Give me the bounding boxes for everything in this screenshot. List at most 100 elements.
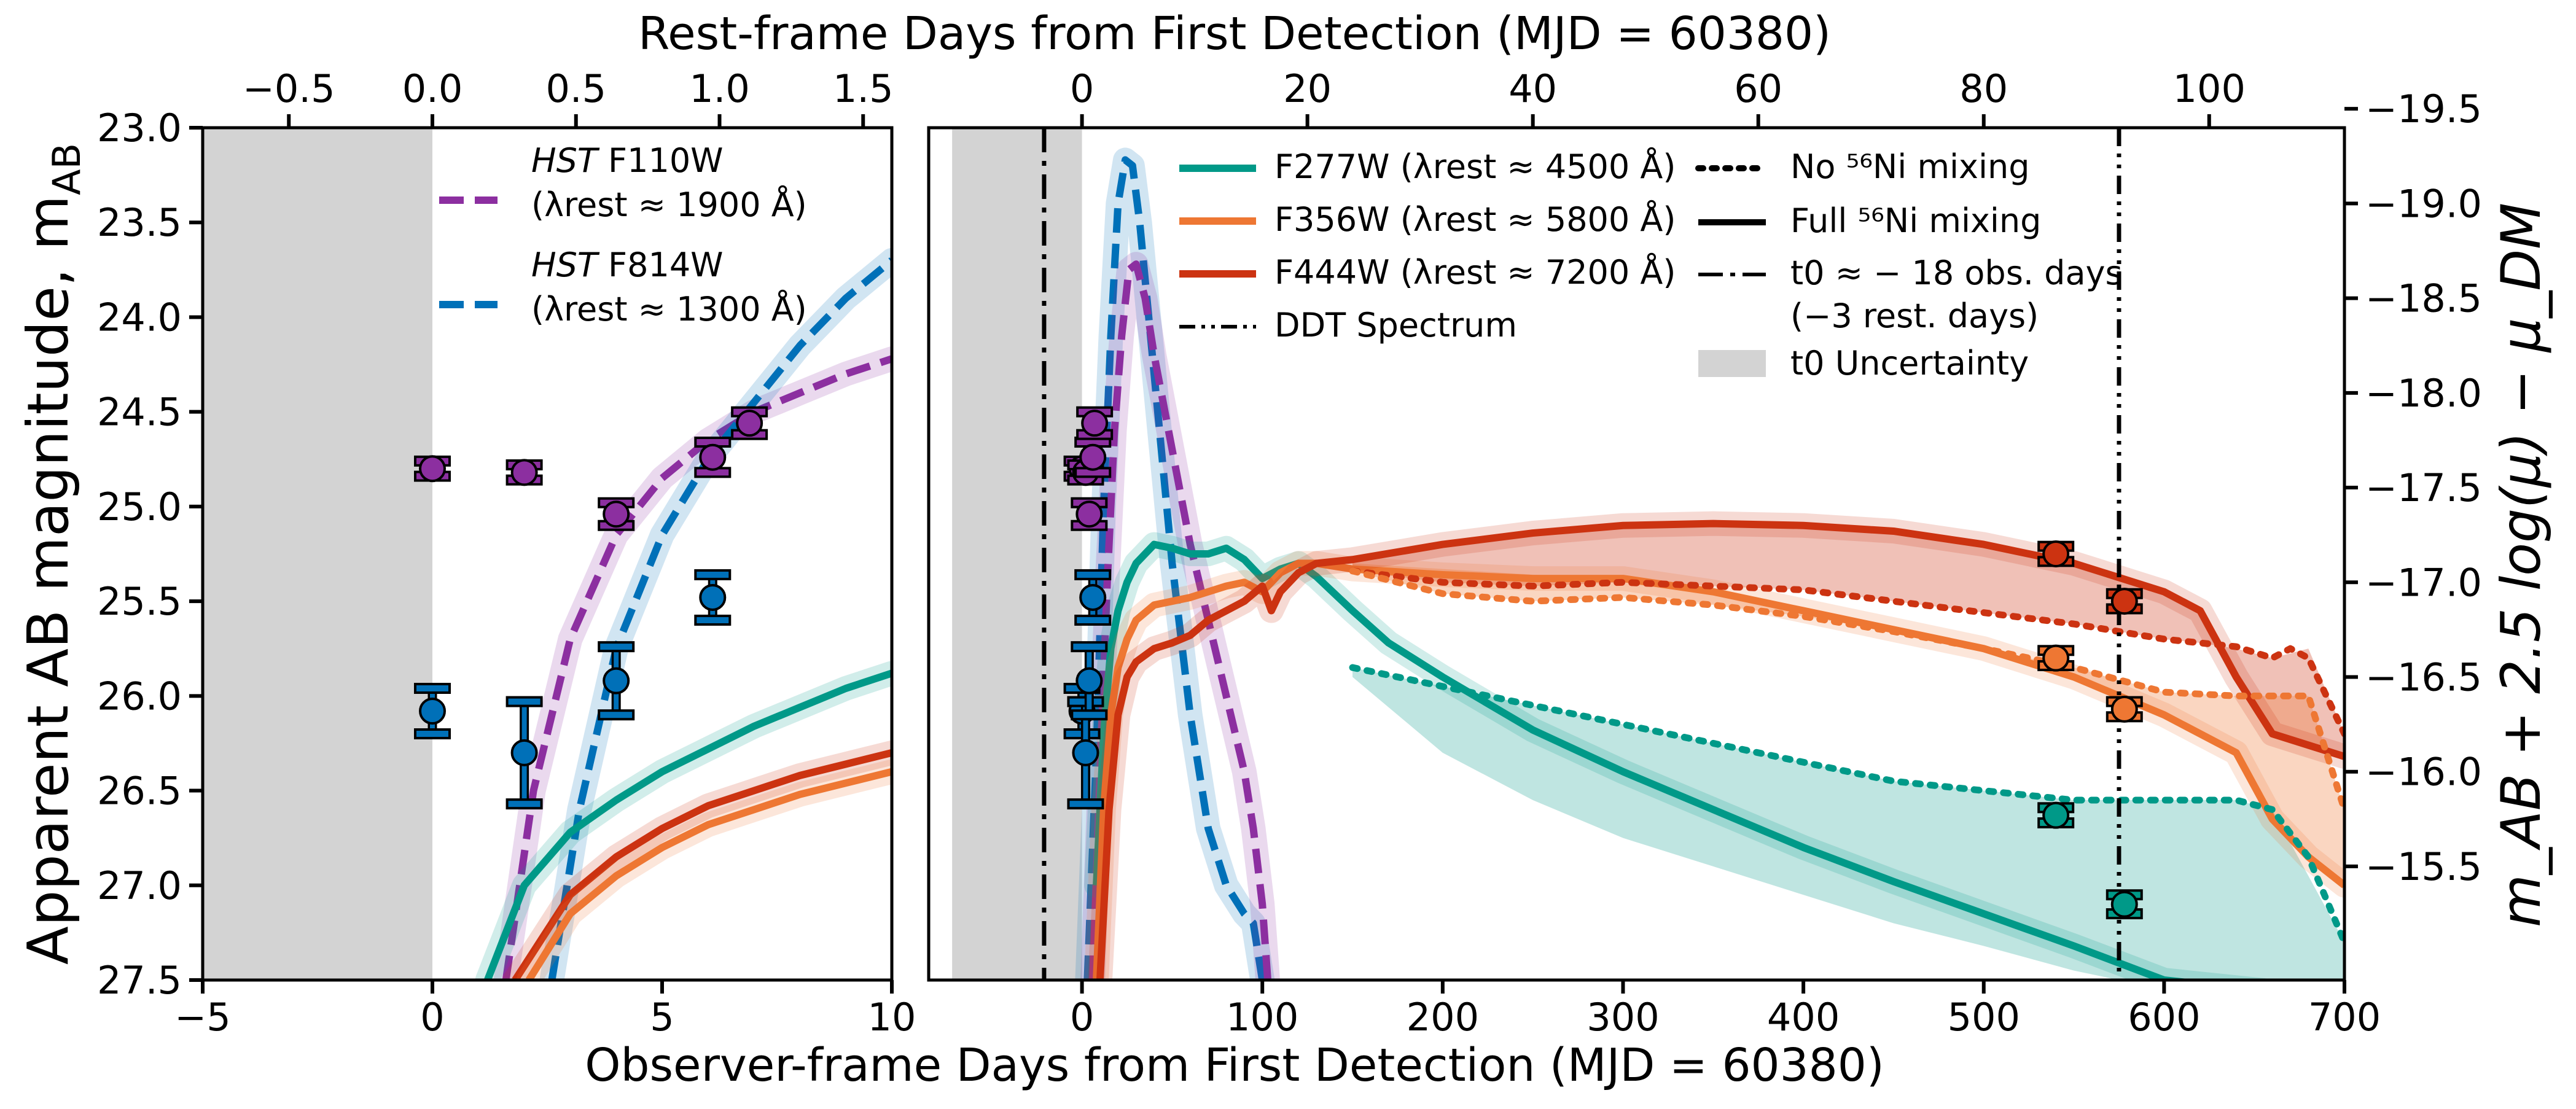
right-legend2-label-3: t0 Uncertainty: [1790, 344, 2029, 383]
left-xtick-label: 5: [650, 995, 674, 1040]
right-xtick-label: 0: [1070, 995, 1094, 1040]
right-xtick-label: 200: [1407, 995, 1479, 1040]
bottom-axis-label: Observer-frame Days from First Detection…: [585, 1039, 1884, 1092]
right-xtick-label: 300: [1587, 995, 1659, 1040]
data-marker: [699, 583, 727, 611]
left-ytick-label: 24.0: [97, 295, 182, 340]
right-t0-uncertainty-region: [952, 128, 1082, 980]
data-marker: [2042, 801, 2070, 829]
left-data-point-7: [598, 641, 635, 721]
right-legend2-label-0: No ⁵⁶Ni mixing: [1790, 147, 2030, 186]
left-data-point-6: [505, 696, 543, 810]
right-data-point-8: [1074, 569, 1112, 626]
left-data-point-2: [598, 497, 635, 531]
error-cap: [694, 614, 732, 626]
data-marker: [419, 698, 446, 725]
error-cap: [505, 696, 543, 707]
right-series-line-1: [1089, 260, 1272, 980]
error-cap: [694, 569, 732, 580]
left-legend-label-1: HST F814W: [531, 246, 724, 284]
data-marker: [419, 455, 446, 483]
right-axis-label: m_AB + 2.5 log(μ) − μ_DM: [2489, 203, 2553, 927]
legend-filter-name: F110W: [598, 141, 724, 180]
data-marker: [699, 443, 727, 471]
right-top-tick-label: 80: [1959, 66, 2008, 111]
error-cap: [598, 709, 635, 721]
right-legend2-label-1: Full ⁵⁶Ni mixing: [1790, 201, 2041, 240]
right-mixing-range-fill-0: [1352, 667, 2344, 980]
legends-layer: HST F110W (λrest ≈ 1900 Å) HST F814W (λrest…: [439, 141, 2123, 383]
right-legend-label-2: F444W (λrest ≈ 7200 Å): [1274, 252, 1676, 292]
right-xtick-label: 400: [1767, 995, 1840, 1040]
legend-filter-name: F814W: [598, 246, 724, 284]
right-top-tick-label: 100: [2173, 66, 2246, 111]
right-top-tick-label: 0: [1070, 66, 1094, 111]
data-marker: [1079, 443, 1107, 471]
right-data-point-2: [1071, 497, 1108, 531]
left-ytick-label: 23.0: [97, 106, 182, 150]
right-data-point-3: [1074, 437, 1112, 478]
left-series-line-0: [502, 355, 892, 980]
left-top-tick-label: 0.5: [545, 66, 606, 111]
right-xtick-label: 100: [1226, 995, 1298, 1040]
left-data-point-3: [694, 437, 732, 478]
right-data-point-12: [2106, 695, 2143, 723]
error-cap: [414, 682, 451, 694]
left-panel-frame: [201, 126, 894, 982]
left-top-tick-label: 1.0: [689, 66, 750, 111]
data-marker: [2042, 540, 2070, 567]
left-xtick-label: 0: [420, 995, 444, 1040]
axes-layer: −5 0 5 10 23.0 23.5 24.0 24.5 25.0 25.5 26.0 26.5 27…: [97, 66, 2482, 1040]
left-data-point-1: [505, 459, 543, 486]
error-cap: [414, 728, 451, 740]
left-legend-sublabel-1: (λrest ≈ 1300 Å): [531, 289, 807, 329]
data-marker: [2110, 695, 2138, 723]
right-data-point-14: [2106, 889, 2143, 920]
right-series-line-3: [1093, 559, 2344, 980]
data-marker: [2110, 890, 2138, 918]
error-cap: [1071, 709, 1108, 721]
right-series-line-5: [1349, 664, 2344, 946]
left-xtick-label: −5: [174, 995, 230, 1040]
error-cap: [505, 798, 543, 810]
data-marker: [510, 459, 538, 486]
right-data-point-10: [2106, 588, 2143, 615]
right-top-tick-label: 20: [1283, 66, 1332, 111]
right-right-tick-label: −18.0: [2365, 371, 2482, 416]
error-cap: [1074, 569, 1112, 580]
data-marker: [736, 410, 763, 437]
right-data-point-4: [1076, 406, 1114, 440]
left-data-point-8: [694, 569, 732, 626]
legend-hst-prefix: HST: [531, 246, 600, 284]
right-data-point-11: [2037, 644, 2075, 672]
right-data-point-9: [2037, 540, 2075, 567]
right-right-tick-label: −16.5: [2365, 655, 2482, 699]
left-ytick-label: 25.5: [97, 579, 182, 624]
right-xtick-label: 700: [2308, 995, 2381, 1040]
left-axis-label-sub: AB: [44, 143, 89, 195]
data-marker: [603, 667, 630, 695]
right-legend-label-0: F277W (λrest ≈ 4500 Å): [1274, 147, 1676, 186]
left-ytick-label: 26.5: [97, 769, 182, 814]
left-ytick-label: 25.0: [97, 484, 182, 529]
right-data-point-7: [1071, 641, 1108, 721]
left-legend-label-0: HST F110W: [531, 141, 724, 180]
left-series-line-2: [484, 669, 892, 980]
right-legend-label-1: F356W (λrest ≈ 5800 Å): [1274, 200, 1676, 239]
left-ytick-label: 24.5: [97, 390, 182, 435]
right-legend2-label-2: t0 ≈ − 18 obs. days: [1790, 254, 2123, 292]
error-cap: [1067, 798, 1104, 810]
data-marker: [1075, 500, 1103, 528]
left-data-point-4: [731, 406, 768, 440]
left-top-tick-label: 0.0: [402, 66, 463, 111]
left-t0-uncertainty-region: [203, 128, 432, 980]
right-right-tick-label: −17.5: [2365, 465, 2482, 510]
right-xtick-label: 600: [2128, 995, 2200, 1040]
right-series-line-6: [1349, 567, 2344, 737]
data-marker: [1072, 739, 1099, 766]
right-top-tick-label: 60: [1734, 66, 1782, 111]
right-legend-label-3: DDT Spectrum: [1274, 306, 1517, 344]
left-series-line-3: [512, 749, 892, 980]
